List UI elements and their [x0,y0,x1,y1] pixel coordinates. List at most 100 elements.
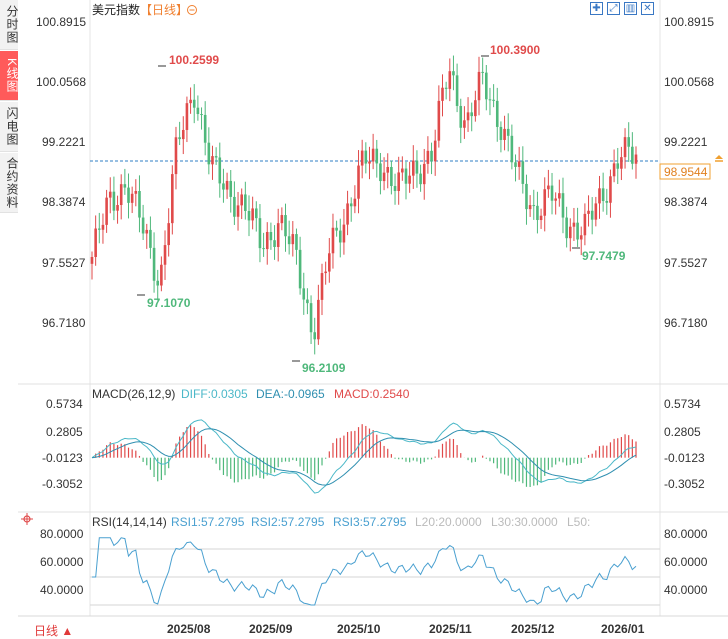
candle-body [331,227,335,254]
close-icon[interactable]: ✕ [641,2,654,15]
rsi-tick-left: 80.0000 [40,527,84,541]
price-tick-left: 98.3874 [42,195,86,209]
price-annotations: 100.2599 97.1070 96.2109 100.3900 97.747… [137,43,626,375]
candle-body [196,107,200,115]
candle-body [485,72,488,100]
candle-body [612,163,616,177]
candle-body [371,148,375,162]
candle-body [116,205,119,211]
x-tick: 2026/01 [601,622,645,636]
candle-body [324,271,327,274]
candle-body [521,161,525,184]
candle-body [171,174,174,224]
candle-body [525,183,528,210]
price-tick-left: 96.7180 [42,316,86,330]
annotation-low-2: 96.2109 [302,361,346,375]
candle-body [214,156,218,158]
price-tick-right: 97.5527 [664,256,708,270]
candle-body [284,215,287,237]
candle-body [189,99,192,104]
annotation-high-1: 100.2599 [169,53,219,67]
fullscreen-icon[interactable]: ⤢ [607,2,620,15]
price-tick-right: 100.0568 [664,75,714,89]
candle-body [218,157,222,184]
x-axis: 2025/08 2025/09 2025/10 2025/11 2025/12 … [167,622,645,636]
candle-body [317,299,320,340]
candle-body [441,87,444,101]
candle-body [459,105,463,128]
candle-body [357,165,360,199]
candle-body [108,191,112,198]
candle-body [178,137,181,140]
candle-body [276,223,280,247]
candle-body [382,172,386,182]
candle-body [309,303,313,333]
candle-body [419,173,422,185]
candle-body [561,193,565,218]
crosshair-icon[interactable]: ✚ [590,2,603,15]
candle-body [528,205,532,210]
rsi-settings-icon[interactable] [21,513,33,525]
candle-body [422,163,426,185]
rsi-tick-left: 60.0000 [40,555,84,569]
rsi-title: RSI(14,14,14) [92,515,167,529]
candle-body [156,280,160,286]
candle-body [393,186,397,192]
candle-body [105,197,108,225]
macd-tick-right: -0.3052 [664,477,705,491]
candle-body [280,215,284,224]
macd-value: MACD:0.2540 [334,387,410,401]
candle-body [265,231,269,250]
candle-body [138,191,141,218]
candle-body [609,176,612,203]
candle-body [579,235,583,240]
rsi-header: RSI(14,14,14) RSI1:57.2795 RSI2:57.2795 … [92,515,590,529]
candle-body [536,205,539,221]
candle-body [320,273,324,300]
candle-body [145,229,149,234]
candle-body [160,264,163,286]
tab-kline-chart[interactable]: K线图 [0,51,19,101]
price-tick-right: 96.7180 [664,316,708,330]
candle-body [346,203,349,225]
tab-time-chart[interactable]: 分时图 [0,0,19,50]
price-tick-right: 100.8915 [664,15,714,29]
candle-body [463,120,466,128]
candle-body [452,71,455,76]
rsi3-value: RSI3:57.2795 [333,515,407,529]
chart-type-icon[interactable]: ▥ [624,2,637,15]
candle-body [185,103,189,130]
candle-body [302,288,306,300]
minus-circle-icon[interactable] [187,5,197,15]
candle-body [503,128,506,140]
instrument-name: 美元指数 [92,2,140,17]
last-price-marker: 98.9544 [659,155,723,180]
tab-flash-chart[interactable]: 闪电图 [0,102,19,152]
candle-body [594,203,598,220]
candle-body [550,185,554,201]
rsi1-value: RSI1:57.2795 [171,515,245,529]
candle-body [514,162,517,167]
price-tick-left: 99.2221 [42,135,86,149]
candle-body [492,99,495,101]
rsi2-value: RSI2:57.2795 [251,515,325,529]
period-button[interactable]: 日线 ▲ [34,624,74,638]
candle-body [298,249,302,289]
macd-title: MACD(26,12,9) [92,387,175,401]
macd-dea: DEA:-0.0965 [256,387,325,401]
candle-body [174,137,178,175]
annotation-high-2: 100.3900 [490,43,540,57]
candle-body [565,217,568,239]
rsi-l50: L50: [567,515,590,529]
macd-header: MACD(26,12,9) DIFF:0.0305 DEA:-0.0965 MA… [92,387,410,401]
candle-body [444,87,448,89]
candle-body [127,187,130,203]
candle-body [554,198,557,201]
tab-contract-info[interactable]: 合约资料 [0,153,19,213]
candle-body [101,224,105,230]
candle-body [306,299,309,304]
macd-diff-line [91,419,637,494]
macd-tick-left: 0.5734 [46,397,83,411]
rsi-l30: L30:30.0000 [491,515,558,529]
side-tabs: 分时图 K线图 闪电图 合约资料 [0,0,19,230]
